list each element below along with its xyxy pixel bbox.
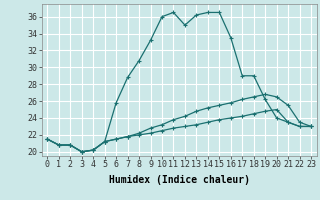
X-axis label: Humidex (Indice chaleur): Humidex (Indice chaleur) <box>109 175 250 185</box>
